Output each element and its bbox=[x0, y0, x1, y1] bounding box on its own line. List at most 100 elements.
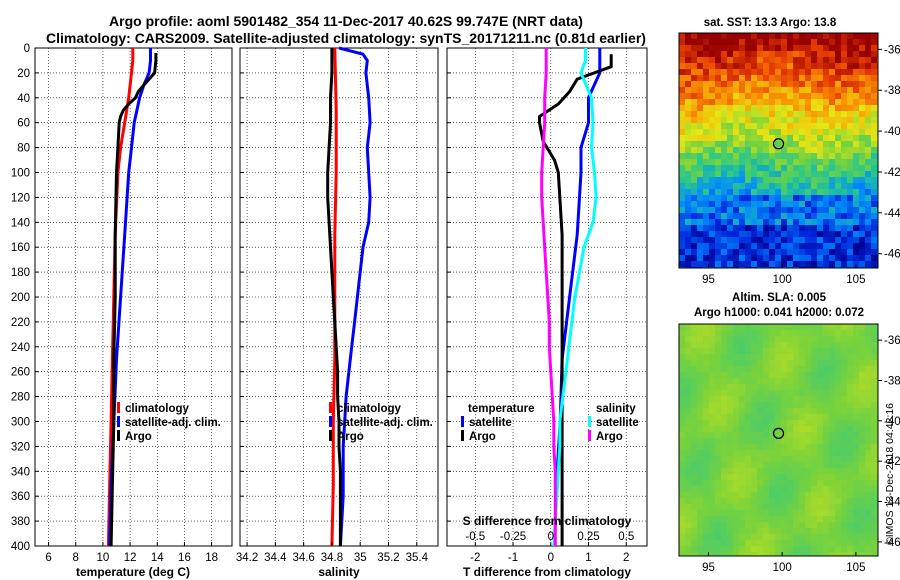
map-cell bbox=[823, 153, 829, 159]
map-cell bbox=[835, 510, 841, 516]
map-cell bbox=[691, 342, 697, 348]
map-cell bbox=[685, 360, 691, 366]
map-cell bbox=[721, 165, 727, 171]
map-y-tick-label: -38 bbox=[884, 375, 900, 387]
map-cell bbox=[685, 243, 691, 249]
map-cell bbox=[775, 528, 781, 534]
map-cell bbox=[685, 189, 691, 195]
map-x-tick-label: 105 bbox=[846, 562, 865, 574]
map-cell bbox=[871, 243, 877, 249]
map-cell bbox=[859, 69, 865, 75]
map-cell bbox=[679, 225, 685, 231]
map-cell bbox=[763, 141, 769, 147]
map-cell bbox=[823, 540, 829, 546]
map-cell bbox=[733, 87, 739, 93]
map-cell bbox=[853, 135, 859, 141]
map-cell bbox=[805, 87, 811, 93]
map-cell bbox=[733, 213, 739, 219]
map-cell bbox=[727, 498, 733, 504]
map-cell bbox=[757, 516, 763, 522]
map-cell bbox=[787, 384, 793, 390]
map-cell bbox=[799, 39, 805, 45]
map-cell bbox=[739, 474, 745, 480]
map-cell bbox=[691, 237, 697, 243]
map-cell bbox=[835, 432, 841, 438]
map-cell bbox=[829, 39, 835, 45]
map-cell bbox=[841, 402, 847, 408]
map-cell bbox=[751, 201, 757, 207]
map-cell bbox=[847, 378, 853, 384]
map-cell bbox=[703, 540, 709, 546]
map-cell bbox=[829, 141, 835, 147]
map-cell bbox=[805, 249, 811, 255]
map-y-tick-label: -42 bbox=[884, 167, 900, 179]
map-cell bbox=[721, 486, 727, 492]
map-cell bbox=[769, 498, 775, 504]
map-cell bbox=[697, 354, 703, 360]
map-cell bbox=[691, 93, 697, 99]
map-cell bbox=[859, 81, 865, 87]
map-cell bbox=[757, 522, 763, 528]
map-cell bbox=[745, 201, 751, 207]
map-cell bbox=[727, 177, 733, 183]
map-cell bbox=[871, 249, 877, 255]
map-cell bbox=[685, 105, 691, 111]
map-cell bbox=[805, 384, 811, 390]
map-cell bbox=[691, 225, 697, 231]
map-cell bbox=[769, 225, 775, 231]
map-cell bbox=[751, 117, 757, 123]
map-cell bbox=[871, 414, 877, 420]
map-cell bbox=[811, 219, 817, 225]
map-cell bbox=[841, 468, 847, 474]
map-cell bbox=[817, 51, 823, 57]
map-cell bbox=[793, 81, 799, 87]
map-cell bbox=[751, 81, 757, 87]
map-cell bbox=[799, 111, 805, 117]
map-cell bbox=[871, 348, 877, 354]
map-cell bbox=[733, 207, 739, 213]
map-cell bbox=[841, 177, 847, 183]
map-cell bbox=[853, 63, 859, 69]
map-cell bbox=[811, 255, 817, 261]
map-cell bbox=[823, 219, 829, 225]
map-cell bbox=[847, 432, 853, 438]
map-cell bbox=[847, 219, 853, 225]
map-cell bbox=[757, 69, 763, 75]
map-cell bbox=[709, 249, 715, 255]
map-cell bbox=[823, 420, 829, 426]
map-cell bbox=[859, 159, 865, 165]
map-cell bbox=[769, 147, 775, 153]
map-cell bbox=[775, 171, 781, 177]
map-cell bbox=[865, 219, 871, 225]
map-cell bbox=[787, 420, 793, 426]
map-cell bbox=[841, 201, 847, 207]
map-cell bbox=[751, 408, 757, 414]
map-cell bbox=[763, 510, 769, 516]
map-cell bbox=[679, 123, 685, 129]
map-cell bbox=[691, 390, 697, 396]
map-cell bbox=[871, 540, 877, 546]
map-cell bbox=[847, 348, 853, 354]
map-cell bbox=[853, 450, 859, 456]
map-cell bbox=[703, 414, 709, 420]
map-cell bbox=[847, 261, 853, 267]
map-cell bbox=[793, 33, 799, 39]
map-cell bbox=[769, 480, 775, 486]
map-cell bbox=[817, 57, 823, 63]
map-cell bbox=[697, 219, 703, 225]
map-cell bbox=[835, 480, 841, 486]
map-cell bbox=[859, 330, 865, 336]
map-cell bbox=[865, 171, 871, 177]
map-cell bbox=[727, 207, 733, 213]
map-cell bbox=[799, 207, 805, 213]
map-cell bbox=[829, 159, 835, 165]
map-cell bbox=[697, 171, 703, 177]
map-cell bbox=[727, 354, 733, 360]
map-cell bbox=[781, 135, 787, 141]
map-cell bbox=[847, 534, 853, 540]
map-cell bbox=[703, 384, 709, 390]
map-cell bbox=[715, 534, 721, 540]
map-cell bbox=[805, 141, 811, 147]
map-cell bbox=[691, 426, 697, 432]
map-cell bbox=[763, 39, 769, 45]
